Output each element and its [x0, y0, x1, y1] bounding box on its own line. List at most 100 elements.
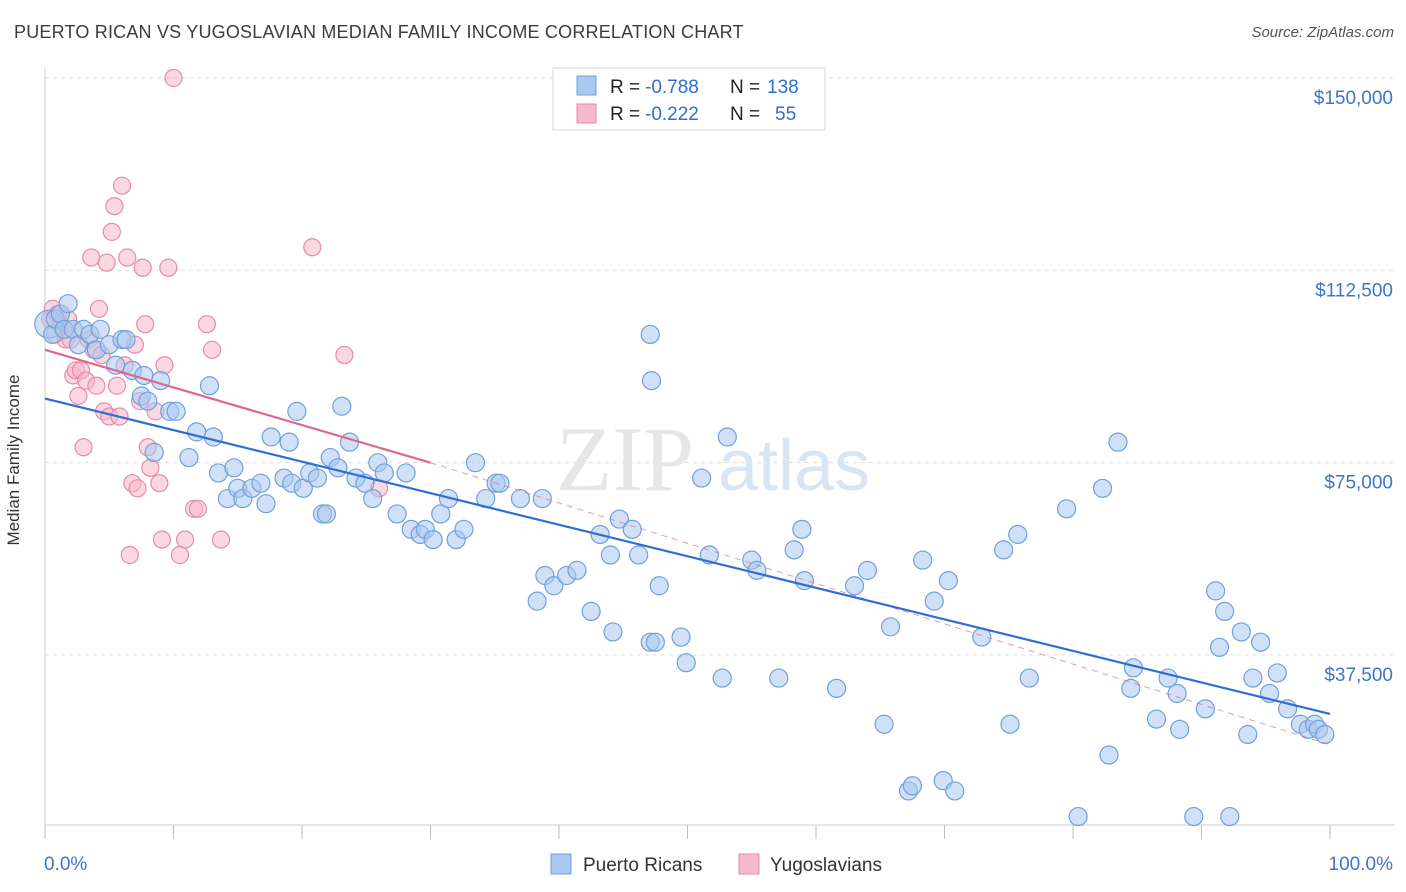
puerto-ricans-point [1121, 678, 1141, 698]
puerto-ricans-point [1251, 632, 1271, 652]
puerto-ricans-point [902, 776, 922, 796]
puerto-ricans-point [1108, 432, 1128, 452]
puerto-ricans-point [880, 617, 901, 637]
puerto-ricans-point [671, 627, 691, 647]
yugoslavians-point [89, 299, 109, 318]
legend-r-label-2: R = [610, 104, 640, 125]
puerto-ricans-point [199, 376, 220, 396]
legend-n-value-1: 138 [767, 77, 799, 98]
puerto-ricans-point [1206, 581, 1226, 601]
puerto-ricans-points [34, 294, 1335, 827]
axes [44, 68, 1395, 839]
yugoslavians-point [118, 248, 137, 267]
yugoslavians-point [87, 376, 106, 395]
puerto-ricans-point [640, 324, 660, 345]
puerto-ricans-point [510, 488, 531, 509]
watermark-atlas: atlas [718, 426, 870, 506]
puerto-ricans-point [527, 591, 547, 611]
puerto-ricans-point [490, 473, 510, 493]
puerto-ricans-point [387, 504, 407, 524]
puerto-ricans-point [717, 427, 737, 447]
puerto-ricans-point [1220, 806, 1240, 827]
puerto-ricans-point [279, 432, 299, 452]
puerto-ricans-point [396, 463, 416, 483]
puerto-ricans-point [1167, 683, 1187, 704]
yugoslavians-points [41, 68, 389, 565]
puerto-ricans-point [58, 294, 78, 314]
yugoslavians-point [136, 315, 155, 334]
puerto-ricans-point [454, 519, 474, 539]
yugoslavians-point [211, 530, 231, 549]
puerto-ricans-point [603, 622, 623, 642]
yugoslavians-point [133, 258, 152, 277]
puerto-ricans-point [116, 329, 136, 350]
legend-bottom: Puerto Ricans Yugoslavians [550, 853, 882, 876]
puerto-ricans-point [1238, 724, 1258, 745]
puerto-ricans-point [431, 504, 451, 524]
puerto-ricans-point [792, 519, 812, 539]
chart-source: Source: ZipAtlas.com [1251, 24, 1394, 41]
puerto-ricans-point [1215, 601, 1235, 622]
y-tick-label: $37,500 [1324, 665, 1393, 686]
yugoslavians-point [107, 376, 127, 395]
puerto-ricans-point [641, 371, 662, 391]
puerto-ricans-point [339, 432, 360, 452]
chart-title: PUERTO RICAN VS YUGOSLAVIAN MEDIAN FAMIL… [14, 22, 744, 42]
yugoslavians-trend [44, 348, 431, 464]
puerto-ricans-point [784, 540, 804, 560]
yugoslavians-point [155, 356, 174, 375]
yugoslavians-point [141, 458, 160, 477]
puerto-ricans-point [826, 678, 847, 698]
puerto-ricans-point [1184, 806, 1204, 827]
yugoslavians-point [82, 248, 101, 267]
puerto-ricans-point [1146, 709, 1167, 729]
trend-lines [44, 348, 1331, 746]
puerto-ricans-point [994, 540, 1014, 560]
y-tick-label: $75,000 [1324, 473, 1393, 494]
x-tick-labels: 0.0% 100.0% [44, 854, 1393, 875]
gridlines [45, 77, 1395, 656]
puerto-ricans-point [1068, 806, 1088, 827]
yugoslavians-point [170, 545, 190, 565]
yugoslavians-trend-dashed [430, 462, 1331, 746]
puerto-ricans-point [316, 504, 337, 524]
puerto-ricans-point [287, 401, 307, 421]
puerto-ricans-point [151, 371, 171, 391]
puerto-ricans-point [532, 488, 552, 509]
puerto-ricans-point [203, 427, 223, 447]
puerto-ricans-point [251, 473, 271, 493]
legend-swatch-blue [576, 75, 597, 96]
legend-top: R = -0.788 N = 138 R = -0.222 N = 55 [552, 67, 826, 131]
puerto-ricans-point [645, 632, 665, 652]
yugoslavians-point [74, 438, 93, 457]
legend-bottom-label-yugoslavians: Yugoslavians [770, 855, 882, 876]
puerto-ricans-point [1315, 724, 1335, 745]
puerto-ricans-point [581, 601, 601, 622]
puerto-ricans-point [256, 494, 276, 514]
puerto-ricans-point [567, 560, 587, 580]
yugoslavians-point [120, 545, 139, 565]
legend-n-value-2: 55 [775, 104, 796, 125]
puerto-ricans-point [1209, 637, 1230, 657]
puerto-ricans-point [363, 488, 383, 509]
yugoslavians-point [112, 176, 132, 195]
legend-n-label-1: N = [730, 77, 760, 98]
y-tick-label: $150,000 [1314, 88, 1393, 109]
watermark: ZIP atlas [556, 408, 870, 510]
puerto-ricans-point [90, 319, 110, 339]
x-tick-label: 100.0% [1329, 854, 1394, 875]
puerto-ricans-point [1056, 499, 1077, 519]
puerto-ricans-point [712, 668, 732, 688]
puerto-ricans-point [747, 560, 767, 580]
puerto-ricans-point [332, 396, 352, 416]
puerto-ricans-point [629, 545, 649, 565]
legend-r-label-1: R = [610, 77, 640, 98]
yugoslavians-point [303, 238, 322, 257]
yugoslavians-point [335, 345, 354, 365]
legend-n-label-2: N = [730, 104, 760, 125]
yugoslavians-point [188, 499, 208, 518]
yugoslavians-point [102, 222, 121, 241]
puerto-ricans-point [1231, 622, 1251, 642]
y-tick-label: $112,500 [1315, 280, 1393, 301]
